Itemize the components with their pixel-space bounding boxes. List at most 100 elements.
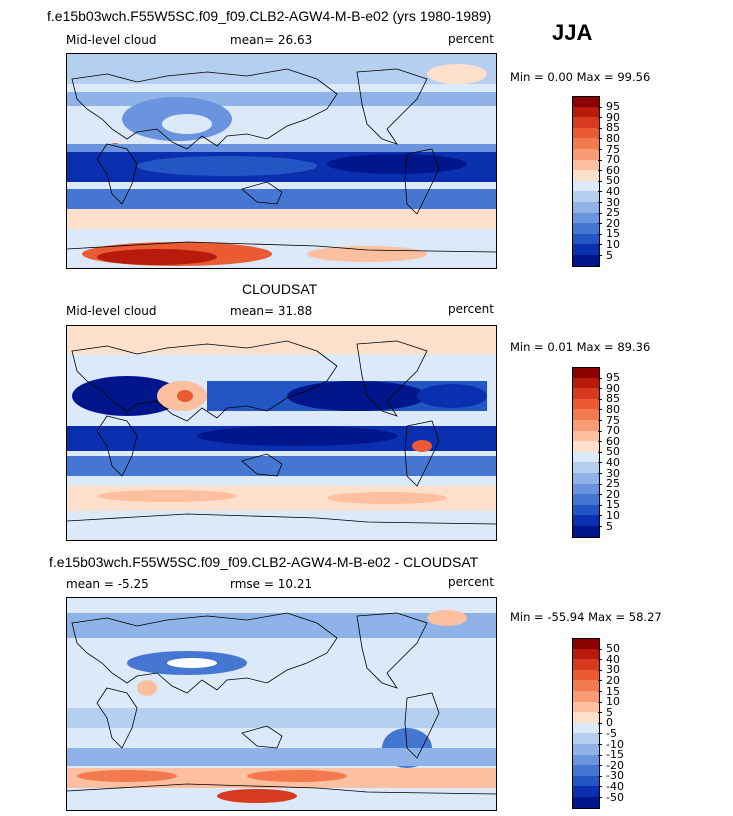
- colorbar-tick: [598, 722, 602, 724]
- colorbar-label: 60: [606, 434, 620, 448]
- colorbar-tick: [598, 526, 602, 527]
- colorbar-tick: [598, 202, 602, 203]
- colorbar-label: 80: [606, 402, 620, 416]
- colorbar-box: [572, 96, 600, 108]
- colorbar-box: [572, 722, 600, 734]
- panel-2-variable-label: Mid-level cloud: [66, 304, 157, 318]
- colorbar-label: 15: [606, 498, 620, 512]
- panel-3-units-label: percent: [448, 575, 494, 589]
- colorbar-tick: [598, 191, 602, 193]
- colorbar-tick: [598, 430, 602, 432]
- panel-2-map: [66, 325, 497, 541]
- colorbar-label: 50: [606, 174, 620, 188]
- colorbar-label: 25: [606, 477, 620, 491]
- colorbar-box: [572, 127, 600, 139]
- colorbar-box: [572, 398, 600, 410]
- colorbar-box: [572, 765, 600, 776]
- colorbar-box: [572, 138, 600, 149]
- colorbar-label: 90: [606, 381, 620, 395]
- colorbar-tick: [598, 149, 602, 150]
- colorbar-box: [572, 754, 600, 766]
- colorbar-box: [572, 223, 600, 234]
- colorbar-box: [572, 744, 600, 755]
- panel-3-map: [66, 597, 497, 811]
- colorbar-tick: [598, 233, 602, 235]
- panel-2-units-label: percent: [448, 302, 494, 316]
- colorbar-label: 20: [606, 487, 620, 501]
- colorbar-box: [572, 526, 600, 538]
- colorbar-label: 40: [606, 455, 620, 469]
- colorbar-tick: [598, 388, 602, 390]
- colorbar-box: [572, 515, 600, 526]
- panel-2-colorbar: 95 90 85 80 75 70 60 50 40 30 25 20 15 10 5: [572, 367, 632, 538]
- colorbar-tick: [598, 106, 602, 108]
- colorbar-box: [572, 638, 600, 650]
- colorbar-box: [572, 170, 600, 181]
- colorbar-tick: [598, 797, 602, 798]
- panel-1-title: f.e15b03wch.F55W5SC.f09_f09.CLB2-AGW4-M-…: [47, 8, 492, 24]
- colorbar-tick: [598, 255, 602, 256]
- colorbar-label: 5: [606, 705, 613, 719]
- colorbar-label: 30: [606, 663, 620, 677]
- colorbar-box: [572, 733, 600, 744]
- panel-1-units-label: percent: [448, 32, 494, 46]
- colorbar-label: 10: [606, 237, 620, 251]
- colorbar-label: 85: [606, 392, 620, 406]
- colorbar-label: 90: [606, 110, 620, 124]
- colorbar-tick: [598, 669, 602, 671]
- colorbar-tick: [598, 494, 602, 496]
- panel-2-minmax: Min = 0.01 Max = 89.36: [510, 340, 651, 354]
- colorbar-box: [572, 712, 600, 723]
- colorbar-tick: [598, 712, 602, 714]
- colorbar-label: -15: [606, 748, 624, 762]
- colorbar-box: [572, 377, 600, 389]
- colorbar-tick: [598, 170, 602, 172]
- colorbar-tick: [598, 159, 602, 161]
- colorbar-box: [572, 106, 600, 118]
- colorbar-box: [572, 212, 600, 224]
- colorbar-tick: [598, 701, 602, 703]
- colorbar-tick: [598, 765, 602, 767]
- colorbar-tick: [598, 138, 602, 140]
- colorbar-tick: [598, 691, 602, 692]
- panel-2-title: CLOUDSAT: [242, 281, 318, 297]
- colorbar-box: [572, 159, 600, 171]
- colorbar-tick: [598, 420, 602, 421]
- colorbar-box: [572, 473, 600, 484]
- colorbar-label: 5: [606, 519, 613, 533]
- colorbar-tick: [598, 377, 602, 379]
- panel-3-title: f.e15b03wch.F55W5SC.f09_f09.CLB2-AGW4-M-…: [49, 554, 479, 570]
- colorbar-box: [572, 451, 600, 463]
- panel-1-mean-label: mean= 26.63: [230, 33, 313, 47]
- colorbar-label: 30: [606, 466, 620, 480]
- colorbar-box: [572, 775, 600, 787]
- colorbar-tick: [598, 473, 602, 474]
- colorbar-box: [572, 483, 600, 495]
- colorbar-label: 50: [606, 642, 620, 656]
- panel-3-colorbar: 50 40 30 20 15 10 5 0 -5 -10 -15 -20 -30 -40 -50: [572, 638, 632, 809]
- colorbar-label: 0: [606, 716, 613, 730]
- colorbar-tick: [598, 223, 602, 225]
- colorbar-label: 25: [606, 206, 620, 220]
- colorbar-tick: [598, 504, 602, 506]
- colorbar-label: 15: [606, 227, 620, 241]
- colorbar-tick: [598, 744, 602, 745]
- colorbar-label: 50: [606, 445, 620, 459]
- colorbar-tick: [598, 754, 602, 756]
- colorbar-tick: [598, 398, 602, 400]
- colorbar-box: [572, 669, 600, 681]
- colorbar-label: 10: [606, 508, 620, 522]
- colorbar-tick: [598, 775, 602, 777]
- colorbar-box: [572, 430, 600, 442]
- colorbar-box: [572, 659, 600, 670]
- colorbar-label: 10: [606, 695, 620, 709]
- colorbar-label: 70: [606, 153, 620, 167]
- colorbar-box: [572, 202, 600, 213]
- colorbar-tick: [598, 117, 602, 119]
- colorbar-tick: [598, 462, 602, 464]
- colorbar-tick: [598, 733, 602, 735]
- colorbar-box: [572, 244, 600, 255]
- colorbar-box: [572, 255, 600, 267]
- colorbar-box: [572, 233, 600, 245]
- colorbar-box: [572, 191, 600, 202]
